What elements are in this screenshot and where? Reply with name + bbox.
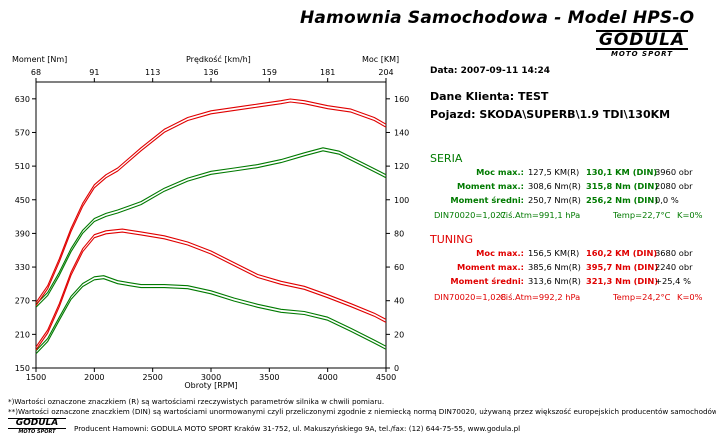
- seria-row-2-c: 2080 obr: [655, 181, 693, 191]
- y-right-tick-label: 100: [394, 196, 409, 205]
- seria-row-2-b: 315,8 Nm (DIN): [586, 181, 659, 191]
- seria-row-3-b: 256,2 Nm (DIN): [586, 195, 659, 205]
- x-axis-label: Obroty [RPM]: [184, 381, 237, 390]
- y-right-tick-label: 80: [394, 229, 404, 238]
- page-title: Hamownia Samochodowa - Model HPS-O: [300, 8, 695, 28]
- series-seria-moment-line: [35, 275, 387, 352]
- tuning-row-2-label: Moment max.:: [456, 262, 524, 272]
- y-right-axis-label: Moc [KM]: [362, 55, 399, 64]
- seria-row-1-c: 3960 obr: [655, 167, 693, 177]
- top-tick-label: 68: [31, 68, 41, 77]
- y-right-tick-label: 120: [394, 162, 409, 171]
- producer-text: Producent Hamowni: GODULA MOTO SPORT Kra…: [74, 424, 521, 433]
- series-tuning-moment-line-2: [35, 231, 387, 351]
- logo-small-top: GODULA: [8, 418, 66, 429]
- tuning-row-1-label: Moc max.:: [476, 248, 524, 258]
- logo-top-text: GODULA: [596, 30, 688, 50]
- y-left-tick-label: 570: [15, 128, 30, 137]
- x-tick-label: 4500: [376, 373, 396, 382]
- seria-temp: Temp=22,7°C: [613, 210, 671, 220]
- y-left-tick-label: 450: [15, 196, 30, 205]
- seria-row-1-a: 127,5 KM(R): [528, 167, 580, 177]
- series-tuning-moment-line: [35, 228, 387, 348]
- footnote-r: *)Wartości oznaczone znaczkiem (R) są wa…: [8, 397, 385, 406]
- y-left-axis-label: Moment [Nm]: [12, 55, 67, 64]
- tuning-row-1-a: 156,5 KM(R): [528, 248, 580, 258]
- seria-atm: Ciś.Atm=991,1 hPa: [500, 210, 581, 220]
- top-tick-label: 204: [378, 68, 393, 77]
- series-seria-moment-line-2: [35, 278, 387, 355]
- top-tick-label: 181: [320, 68, 335, 77]
- tuning-row-1-c: 3680 obr: [655, 248, 693, 258]
- top-axis-label: Prędkość [km/h]: [186, 54, 251, 64]
- x-tick-label: 2000: [84, 373, 104, 382]
- series-seria-moc-line-2: [35, 150, 387, 308]
- top-tick-label: 91: [89, 68, 99, 77]
- x-tick-label: 1500: [26, 373, 46, 382]
- seria-row-3-a: 250,7 Nm(R): [528, 195, 581, 205]
- seria-row-3-c: 0,0 %: [655, 195, 679, 205]
- tuning-row-3-c: +25,4 %: [655, 276, 691, 286]
- tuning-atm: Ciś.Atm=992,2 hPa: [500, 292, 581, 302]
- tuning-row-3-a: 313,6 Nm(R): [528, 276, 581, 286]
- y-left-tick-label: 390: [15, 229, 30, 238]
- seria-row-1-b: 130,1 KM (DIN): [586, 167, 658, 177]
- top-tick-label: 159: [262, 68, 277, 77]
- y-right-tick-label: 40: [394, 297, 404, 306]
- y-right-tick-label: 160: [394, 95, 409, 104]
- series-tuning-moc-line-2: [35, 101, 387, 306]
- tuning-row-3-b: 321,3 Nm (DIN): [586, 276, 659, 286]
- tuning-row-1-b: 160,2 KM (DIN): [586, 248, 658, 258]
- tuning-row-3-label: Moment średni:: [450, 276, 524, 286]
- y-left-tick-label: 510: [15, 162, 30, 171]
- x-tick-label: 4000: [317, 373, 337, 382]
- client-text: Dane Klienta: TEST: [430, 90, 549, 103]
- x-tick-label: 3000: [201, 373, 221, 382]
- series-tuning-moc-line: [35, 98, 387, 303]
- logo-bottom-text: MOTO SPORT: [610, 50, 674, 58]
- top-tick-label: 113: [145, 68, 160, 77]
- date-text: Data: 2007-09-11 14:24: [430, 66, 551, 76]
- seria-row-2-label: Moment max.:: [456, 181, 524, 191]
- vehicle-text: Pojazd: SKODA\SUPERB\1.9 TDI\130KM: [430, 108, 671, 121]
- tuning-temp: Temp=24,2°C: [613, 292, 671, 302]
- seria-heading: SERIA: [430, 152, 463, 165]
- seria-k: K=0%: [677, 210, 703, 220]
- seria-row-2-a: 308,6 Nm(R): [528, 181, 581, 191]
- y-left-tick-label: 270: [15, 297, 30, 306]
- tuning-k: K=0%: [677, 292, 703, 302]
- y-right-tick-label: 0: [394, 364, 399, 373]
- godula-logo: GODULA MOTO SPORT: [596, 30, 688, 58]
- x-tick-label: 2500: [142, 373, 162, 382]
- tuning-row-2-b: 395,7 Nm (DIN): [586, 262, 659, 272]
- tuning-din: DIN70020=1,028: [434, 292, 507, 302]
- y-left-tick-label: 150: [15, 364, 30, 373]
- y-left-tick-label: 330: [15, 263, 30, 272]
- y-left-tick-label: 210: [15, 330, 30, 339]
- footnote-din: **)Wartości oznaczone znaczkiem (DIN) są…: [8, 407, 716, 416]
- y-right-tick-label: 140: [394, 128, 409, 137]
- x-tick-label: 3500: [259, 373, 279, 382]
- seria-din: DIN70020=1,027: [434, 210, 507, 220]
- tuning-row-2-a: 385,6 Nm(R): [528, 262, 581, 272]
- y-right-tick-label: 60: [394, 263, 404, 272]
- godula-logo-small: GODULA MOTO SPORT: [8, 418, 66, 435]
- logo-small-bottom: MOTO SPORT: [18, 429, 56, 435]
- top-tick-label: 136: [203, 68, 218, 77]
- y-right-tick-label: 20: [394, 330, 404, 339]
- series-seria-moc-line: [35, 147, 387, 305]
- tuning-row-2-c: 2240 obr: [655, 262, 693, 272]
- tuning-heading: TUNING: [430, 233, 473, 246]
- y-left-tick-label: 630: [15, 95, 30, 104]
- seria-row-1-label: Moc max.:: [476, 167, 524, 177]
- seria-row-3-label: Moment średni:: [450, 195, 524, 205]
